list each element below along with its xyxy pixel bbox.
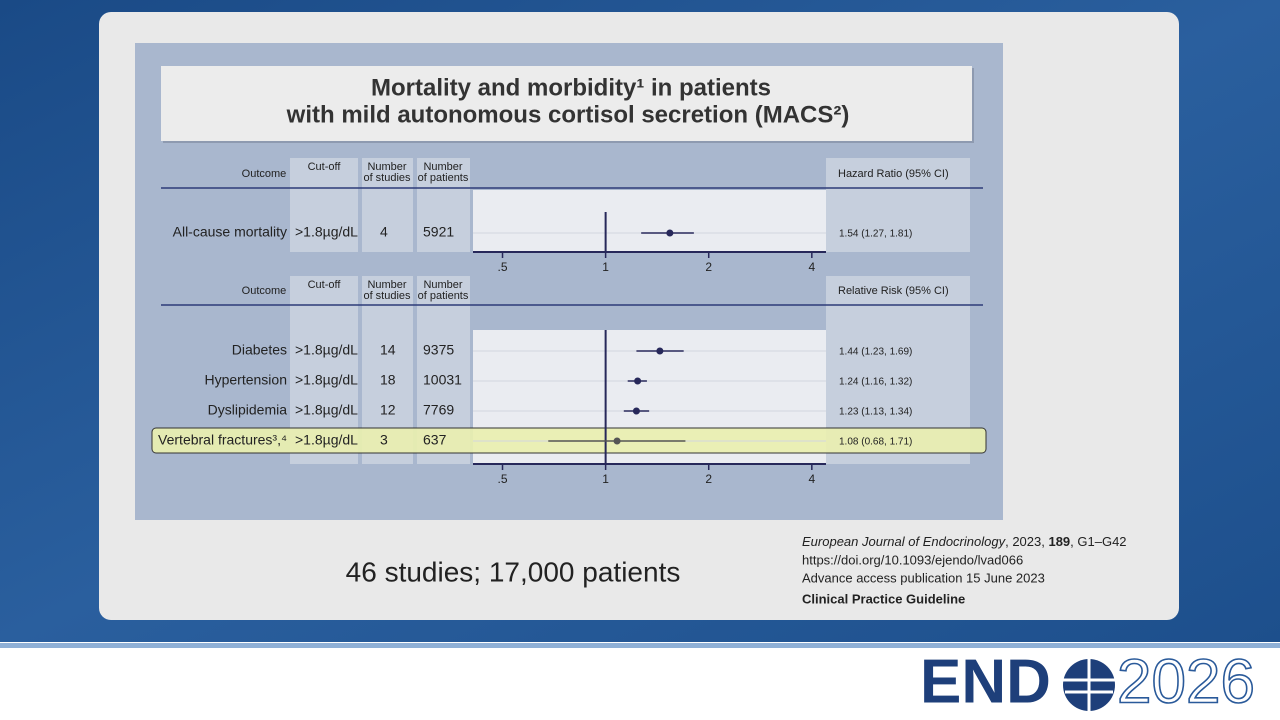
outcome-label: All-cause mortality	[173, 224, 287, 240]
effect-header: Relative Risk (95% CI)	[838, 285, 949, 297]
effect-header: Hazard Ratio (95% CI)	[838, 168, 949, 180]
logo-left: END	[920, 647, 1051, 716]
cutoff: >1.8µg/dL	[295, 224, 358, 240]
x-tick-label: .5	[498, 472, 508, 486]
column-header: Number	[423, 279, 462, 291]
outcome-label: Dyslipidemia	[208, 402, 288, 418]
effect-label: 1.24 (1.16, 1.32)	[839, 377, 912, 388]
column-header: Number	[367, 279, 406, 291]
column-band	[290, 158, 358, 252]
plot-area	[473, 190, 826, 252]
x-tick-label: 4	[808, 472, 815, 486]
x-tick-label: 4	[808, 260, 815, 274]
figure-title: with mild autonomous cortisol secretion …	[286, 101, 850, 128]
column-header: Outcome	[242, 168, 287, 180]
outcome-label: Vertebral fractures³,⁴	[158, 432, 287, 448]
patients: 637	[423, 432, 447, 448]
column-header: Number	[423, 161, 462, 173]
outcome-label: Hypertension	[205, 372, 288, 388]
patients: 10031	[423, 372, 462, 388]
cutoff: >1.8µg/dL	[295, 432, 358, 448]
point-estimate	[666, 229, 674, 237]
figure-title: Mortality and morbidity¹ in patients	[371, 74, 771, 101]
column-band	[417, 158, 470, 252]
outcome-label: Diabetes	[232, 342, 287, 358]
point-estimate	[613, 437, 621, 445]
column-header: of patients	[418, 290, 469, 302]
logo-globe	[1063, 659, 1115, 711]
studies: 4	[380, 224, 388, 240]
cutoff: >1.8µg/dL	[295, 402, 358, 418]
column-band	[362, 158, 413, 252]
article-type: Clinical Practice Guideline	[802, 591, 965, 606]
studies: 3	[380, 432, 388, 448]
summary: 46 studies; 17,000 patients	[346, 556, 681, 587]
point-estimate	[634, 377, 642, 385]
volume: 189	[1048, 534, 1070, 549]
column-header: of studies	[363, 290, 411, 302]
pages: , G1–G42	[1070, 534, 1126, 549]
doi: https://doi.org/10.1093/ejendo/lvad066	[802, 552, 1023, 567]
cutoff: >1.8µg/dL	[295, 372, 358, 388]
footer-stripe	[0, 643, 1280, 648]
column-header: Cut-off	[308, 279, 342, 291]
effect-label: 1.08 (0.68, 1.71)	[839, 437, 912, 448]
cutoff: >1.8µg/dL	[295, 342, 358, 358]
logo-right: 2026	[1117, 647, 1255, 716]
effect-label: 1.23 (1.13, 1.34)	[839, 407, 912, 418]
journal: European Journal of Endocrinology	[802, 534, 1007, 549]
column-header: Outcome	[242, 285, 287, 297]
access-date: Advance access publication 15 June 2023	[802, 570, 1045, 585]
title-box	[161, 66, 972, 141]
effect-label: 1.44 (1.23, 1.69)	[839, 347, 912, 358]
x-tick-label: .5	[498, 260, 508, 274]
studies: 14	[380, 342, 396, 358]
x-tick-label: 1	[602, 260, 609, 274]
column-band	[826, 158, 970, 252]
x-tick-label: 1	[602, 472, 609, 486]
patients: 9375	[423, 342, 454, 358]
effect-label: 1.54 (1.27, 1.81)	[839, 229, 912, 240]
studies: 12	[380, 402, 396, 418]
column-header: of patients	[418, 172, 469, 184]
column-header: of studies	[363, 172, 411, 184]
year: , 2023,	[1005, 534, 1048, 549]
point-estimate	[656, 347, 664, 355]
column-header: Cut-off	[308, 161, 342, 173]
citation: European Journal of Endocrinology, 2023,…	[802, 534, 1127, 549]
patients: 5921	[423, 224, 454, 240]
point-estimate	[632, 407, 640, 415]
x-tick-label: 2	[705, 472, 712, 486]
patients: 7769	[423, 402, 454, 418]
studies: 18	[380, 372, 396, 388]
x-tick-label: 2	[705, 260, 712, 274]
column-header: Number	[367, 161, 406, 173]
